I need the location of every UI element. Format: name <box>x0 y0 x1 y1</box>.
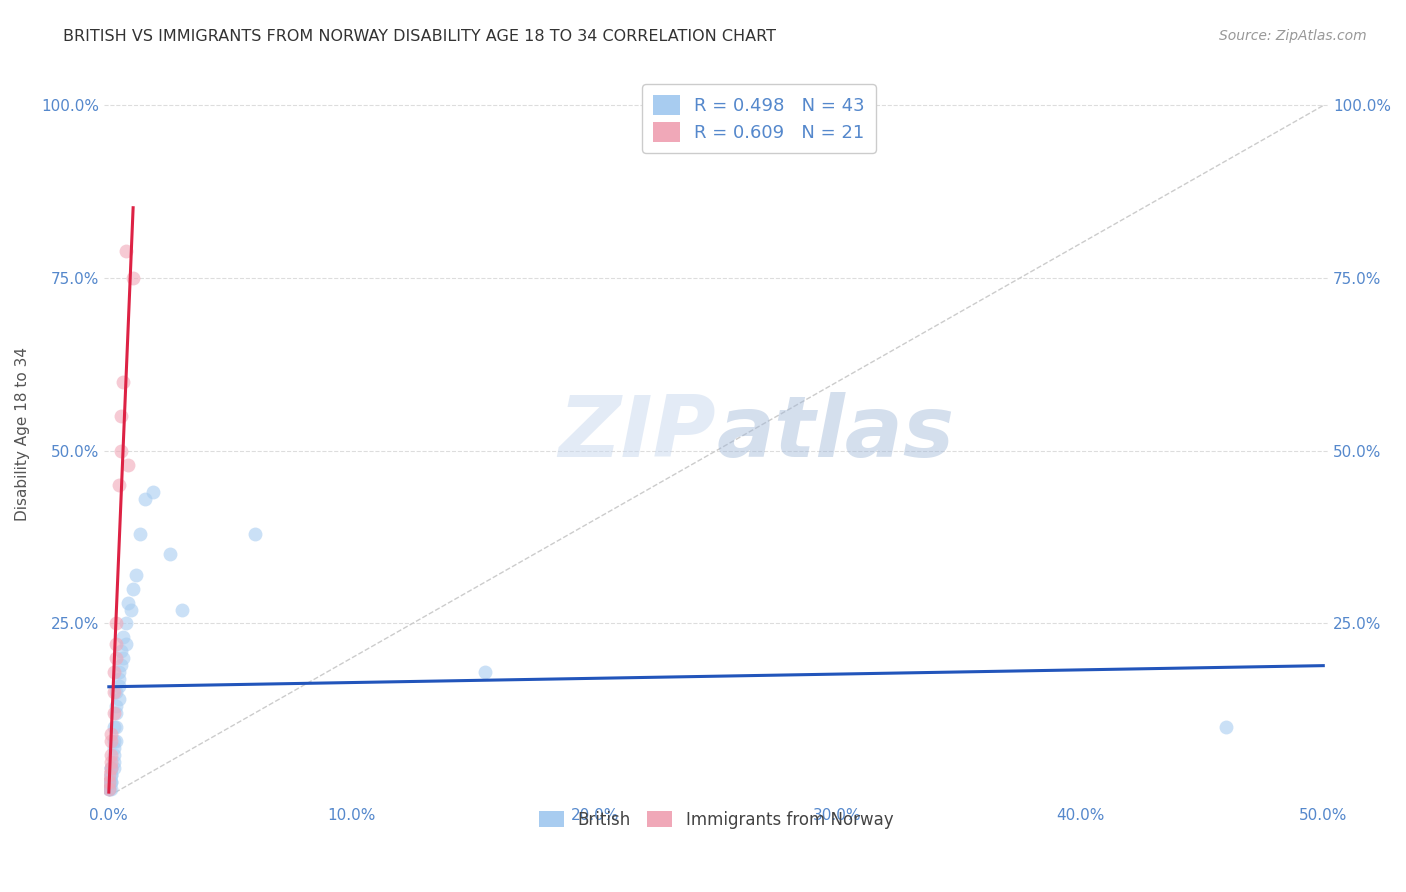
Point <box>100 768 122 782</box>
Point <box>105 720 128 734</box>
Point <box>105 651 128 665</box>
Point <box>112 651 135 665</box>
Point <box>97 775 120 789</box>
Point <box>103 755 125 769</box>
Point <box>170 602 193 616</box>
Point <box>243 526 266 541</box>
Text: atlas: atlas <box>716 392 955 475</box>
Point <box>124 568 146 582</box>
Point <box>107 692 129 706</box>
Point <box>120 602 142 616</box>
Point <box>103 665 125 679</box>
Point <box>117 458 139 472</box>
Point <box>100 747 122 762</box>
Point <box>129 526 152 541</box>
Point <box>474 665 496 679</box>
Point <box>105 637 128 651</box>
Point <box>100 727 122 741</box>
Point <box>97 775 120 789</box>
Point <box>97 782 120 797</box>
Point <box>100 768 122 782</box>
Point <box>107 665 129 679</box>
Point <box>110 409 132 424</box>
Point <box>100 755 122 769</box>
Point <box>105 706 128 721</box>
Point <box>105 734 128 748</box>
Point <box>112 630 135 644</box>
Point <box>100 761 122 775</box>
Text: ZIP: ZIP <box>558 392 716 475</box>
Point <box>114 244 136 258</box>
Point <box>159 547 181 561</box>
Point <box>107 679 129 693</box>
Point <box>107 478 129 492</box>
Point <box>105 616 128 631</box>
Point <box>122 582 145 596</box>
Point <box>103 720 125 734</box>
Point <box>103 734 125 748</box>
Point <box>103 740 125 755</box>
Point <box>97 768 120 782</box>
Point <box>112 375 135 389</box>
Point <box>114 616 136 631</box>
Point <box>117 596 139 610</box>
Point <box>105 699 128 714</box>
Point <box>110 644 132 658</box>
Point <box>100 775 122 789</box>
Y-axis label: Disability Age 18 to 34: Disability Age 18 to 34 <box>15 346 30 521</box>
Point <box>100 761 122 775</box>
Point <box>110 657 132 672</box>
Point <box>100 761 122 775</box>
Point <box>141 485 163 500</box>
Point <box>107 672 129 686</box>
Point <box>100 775 122 789</box>
Point <box>103 747 125 762</box>
Text: Source: ZipAtlas.com: Source: ZipAtlas.com <box>1219 29 1367 43</box>
Point <box>103 685 125 699</box>
Point <box>103 706 125 721</box>
Point <box>114 637 136 651</box>
Point <box>103 761 125 775</box>
Point <box>97 782 120 797</box>
Point <box>105 685 128 699</box>
Text: BRITISH VS IMMIGRANTS FROM NORWAY DISABILITY AGE 18 TO 34 CORRELATION CHART: BRITISH VS IMMIGRANTS FROM NORWAY DISABI… <box>63 29 776 44</box>
Point <box>110 443 132 458</box>
Point <box>134 492 156 507</box>
Point <box>97 782 120 797</box>
Point <box>100 734 122 748</box>
Legend: British, Immigrants from Norway: British, Immigrants from Norway <box>533 804 900 835</box>
Point <box>100 782 122 797</box>
Point <box>122 271 145 285</box>
Point <box>1215 720 1237 734</box>
